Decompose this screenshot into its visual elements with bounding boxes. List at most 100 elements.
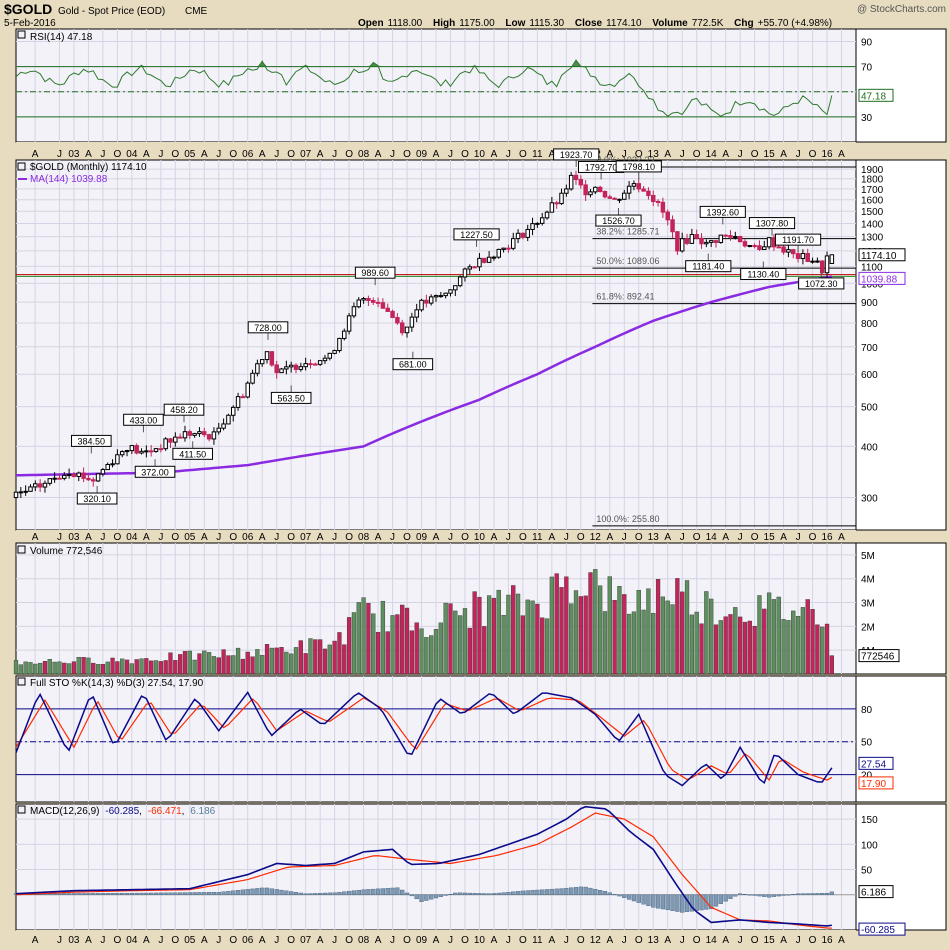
macd-hist-bar-168 [824,893,830,895]
macd-hist-bar-132 [651,894,656,908]
volume-bar-142 [699,623,704,675]
ma-last-tag-box [858,271,906,285]
candle-body-77 [385,307,390,312]
candle-body-141 [694,234,699,239]
volume-bar-28 [149,660,154,675]
candle-body-11 [66,473,72,476]
volume-bar-71 [356,602,361,675]
candle-body-13 [76,472,81,477]
candle-body-29 [153,448,159,452]
volume-bar-128 [631,611,637,675]
macd-hist-bar-165 [810,893,815,895]
candle-body-8 [52,477,57,480]
price-time-axis-tick-52: J [796,532,801,543]
macd-time-axis-tick-44: J [680,935,685,946]
volume-bar-17 [95,664,101,675]
volume-bar-119 [588,572,593,675]
volume-bar-82 [409,630,414,675]
macd-time-axis-tick-1: J [57,935,62,946]
volume-bar-155 [762,608,767,675]
candle-body-75 [375,301,381,304]
rsi-time-axis-tick-14: 06 [242,149,254,160]
open-value: 1118.00 [388,18,423,29]
annotation-box-5 [172,447,213,460]
candle-body-10 [62,474,67,479]
price-time-axis-tick-51: A [780,532,787,543]
candle-body-18 [100,469,106,475]
price-time-axis-tick-54: 16 [821,532,833,543]
candle-body-64 [322,357,328,362]
macd-time-axis-tick-21: O [345,935,353,946]
candle-body-83 [414,309,419,318]
rsi-time-axis-tick-18: 07 [300,149,312,160]
volume-bar-122 [602,611,608,675]
candle-body-94 [467,266,473,270]
candle-body-42 [216,427,221,433]
macd-hist-bar-63 [318,893,323,895]
volume-bar-149 [733,607,738,675]
volume-bar-107 [530,600,535,675]
volume-bar-76 [380,600,386,675]
candle-body-163 [800,252,806,259]
rsi-time-axis-tick-23: A [375,149,382,160]
candle-body-117 [578,179,584,186]
macd-hist-bar-8 [52,893,57,895]
candle-body-68 [342,330,347,339]
candle-body-116 [573,174,579,181]
volume-bar-58 [293,647,299,675]
ma-last-tag-text: 1039.88 [861,274,898,285]
volume-bar-16 [91,662,96,675]
candle-body-7 [47,478,53,484]
macd-hist-bar-135 [665,894,670,911]
macd-hist-bar-128 [631,894,637,902]
macd-hist-bar-138 [680,894,685,913]
macd-hist-bar-169 [829,891,834,895]
candle-body-114 [564,188,569,194]
macd-hist-bar-92 [458,892,463,895]
candle-body-147 [723,234,728,237]
macd-time-axis-tick-22: 08 [358,935,370,946]
macd-hist-last-tag-text: 6.186 [861,888,886,899]
rsi-time-axis-tick-2: 03 [68,149,80,160]
macd-hist-bar-9 [57,893,62,895]
price-time-axis-tick-30: 10 [474,532,486,543]
price-ytick-8: 1100 [861,262,883,273]
volume-bar-100 [496,589,501,675]
volume-bar-60 [303,653,308,675]
candle-body-142 [699,237,704,245]
annotation-label-16: 1181.40 [692,262,724,272]
macd-time-axis-tick-42: 13 [648,935,660,946]
volume-bar-43 [221,649,226,675]
rsi-time-axis-tick-17: O [287,149,295,160]
macd-hist-bar-85 [424,894,429,901]
price-panel-axis-area [855,159,947,531]
annotation-label-14: 1798.10 [622,162,655,172]
annotation-label-4: 458.20 [170,405,198,415]
candle-body-43 [221,423,226,429]
annotation-box-2 [123,413,164,426]
macd-hist-bar-42 [216,892,221,895]
annotation-box-8 [354,266,396,279]
volume-bar-141 [694,611,699,675]
candle-body-78 [390,310,395,319]
annotation-label-12: 1792.70 [585,162,618,172]
candle-body-50 [255,363,260,374]
candle-body-133 [655,200,661,203]
macd-time-axis-tick-16: J [274,935,279,946]
price-ytick-15: 1800 [861,175,884,186]
price-time-axis-tick-44: J [680,532,685,543]
candle-body-166 [815,260,820,263]
macd-legend-macd: -60.285 [105,806,139,817]
macd-hist-bar-14 [81,893,86,895]
candle-body-158 [776,246,781,249]
rsi-time-axis-tick-30: 10 [474,149,486,160]
candle-body-72 [361,298,366,301]
macd-hist-bar-115 [569,887,574,895]
volume-bar-114 [564,576,569,675]
candle-body-118 [583,184,588,196]
macd-hist-bar-81 [404,892,410,895]
macd-time-axis-tick-48: J [738,935,743,946]
volume-bar-78 [390,615,395,675]
macd-hist-bar-99 [491,893,497,895]
volume-bar-159 [781,619,786,675]
